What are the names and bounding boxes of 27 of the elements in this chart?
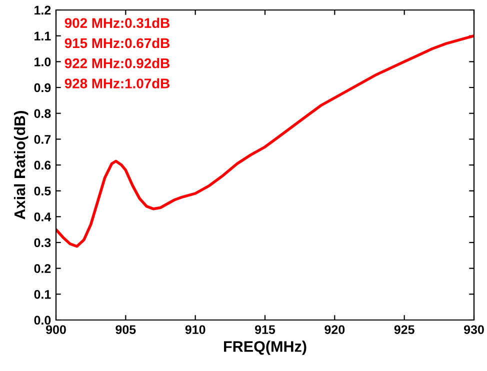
x-tick-label: 925 [394, 325, 414, 334]
annotation: 922 MHz:0.92dB [64, 58, 170, 68]
annotation: 928 MHz:1.07dB [64, 78, 170, 88]
y-tick-label: 0.0 [34, 316, 51, 325]
y-tick-label: 1.1 [34, 32, 51, 40]
x-tick-label: 930 [464, 325, 484, 334]
y-tick-label: 0.8 [34, 109, 51, 118]
x-axis-title: FREQ(MHz) [224, 340, 306, 355]
y-tick-label: 0.7 [34, 134, 51, 144]
y-tick-label: 0.2 [34, 264, 51, 273]
annotation: 902 MHz:0.31dB [64, 18, 170, 28]
annotation: 915 MHz:0.67dB [64, 38, 170, 48]
x-tick-label: 920 [324, 325, 345, 334]
y-tick-label: 0.9 [34, 83, 51, 92]
x-tick-label: 905 [116, 325, 136, 334]
y-axis-title: Axial Ratio(dB) [14, 111, 28, 220]
line-series [56, 34, 474, 248]
y-tick-label: 0.5 [34, 186, 51, 196]
y-tick-label: 0.4 [34, 212, 52, 222]
y-tick-label: 0.1 [34, 290, 51, 299]
y-tick-label: 1.0 [34, 57, 51, 66]
y-tick-label: 1.2 [34, 6, 51, 15]
x-tick-label: 910 [185, 325, 206, 334]
x-tick-label: 900 [46, 325, 66, 334]
y-tick-label: 0.6 [34, 160, 51, 170]
y-tick-label: 0.3 [34, 238, 51, 248]
x-tick-label: 915 [255, 325, 276, 334]
